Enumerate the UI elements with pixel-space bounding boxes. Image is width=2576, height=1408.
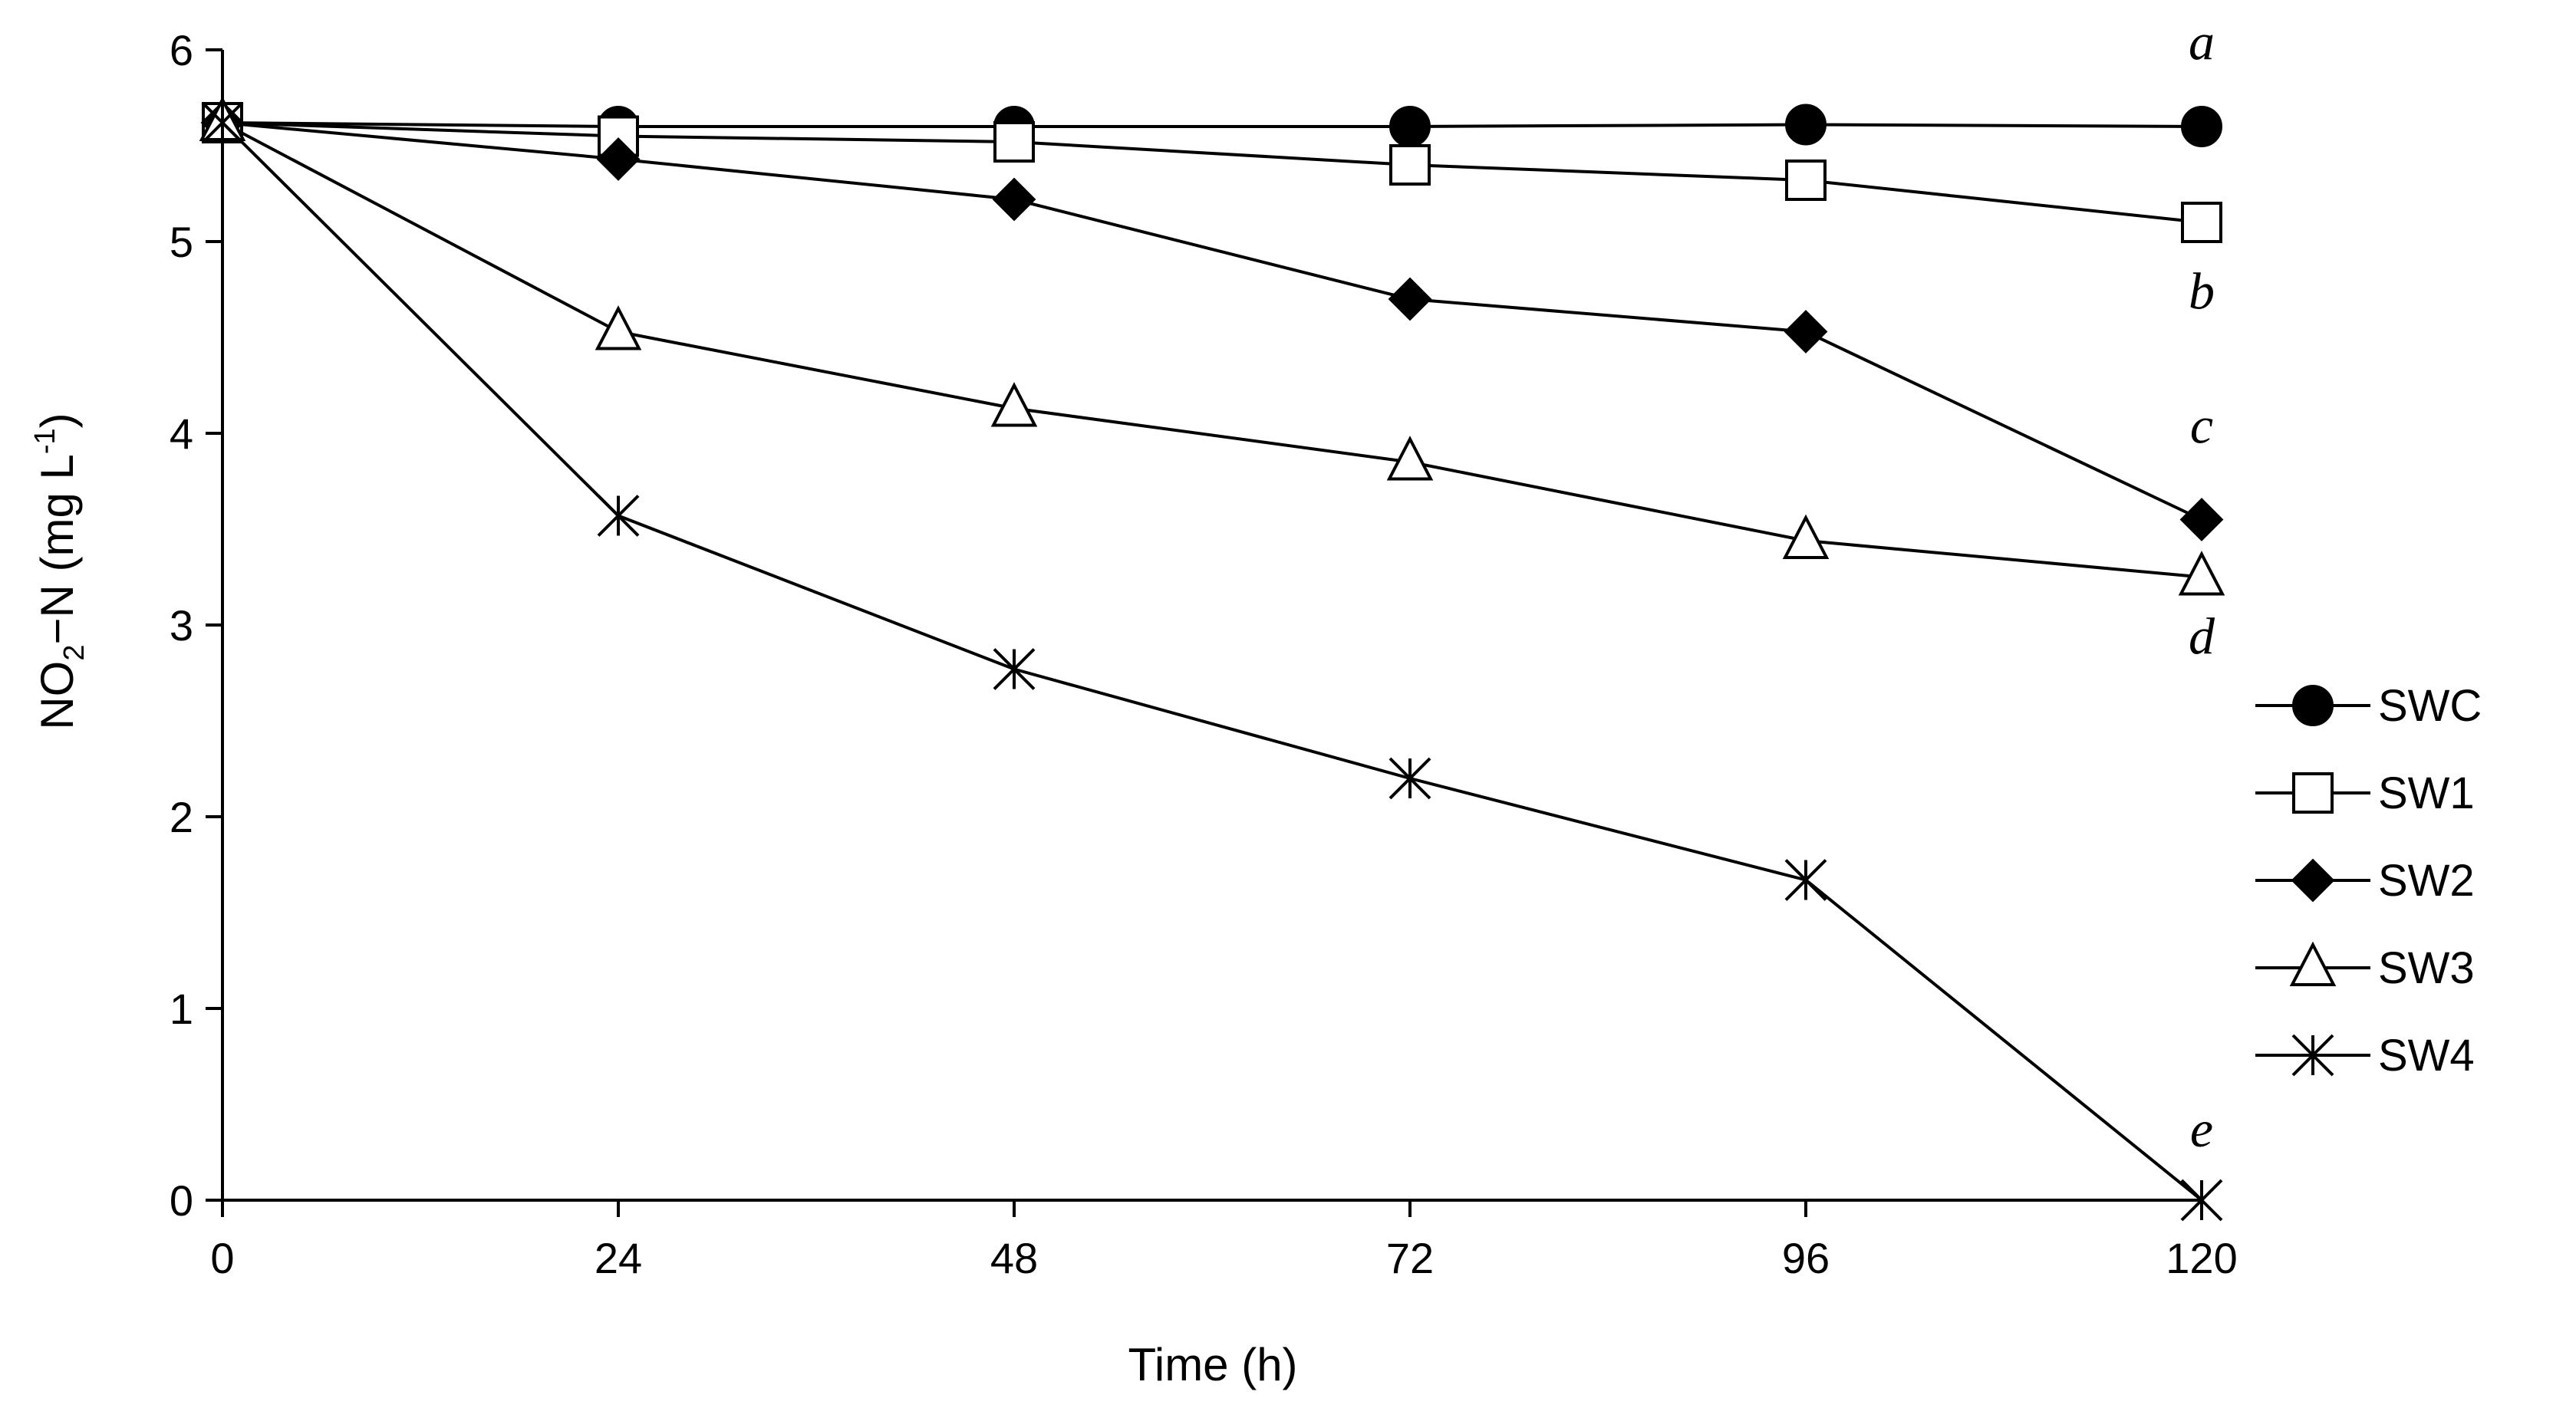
legend-label-sw4: SW4 bbox=[2378, 1031, 2475, 1081]
legend-item-swc: SWC bbox=[2255, 681, 2482, 731]
significance-letter: c bbox=[2190, 396, 2213, 455]
y-tick-label: 6 bbox=[170, 26, 193, 74]
significance-letter: b bbox=[2189, 262, 2215, 321]
axes: 0 1 2 3 4 5 6 0 24 48 72 96 120 bbox=[170, 26, 2238, 1282]
legend-label-sw2: SW2 bbox=[2378, 856, 2475, 906]
data-point-sw1 bbox=[2181, 202, 2222, 243]
data-point-swc bbox=[2181, 106, 2222, 147]
y-axis-title: NO2−N (mg L-1) bbox=[29, 413, 91, 729]
data-point-sw3 bbox=[2178, 551, 2225, 596]
series-line-sw2 bbox=[222, 121, 2202, 521]
data-point-sw4 bbox=[597, 495, 640, 537]
data-point-sw4 bbox=[2180, 1179, 2223, 1222]
series-layer bbox=[199, 96, 2225, 1222]
series-swc bbox=[202, 102, 2222, 147]
significance-letter: d bbox=[2189, 607, 2215, 666]
data-point-sw3 bbox=[990, 382, 1038, 427]
legend-item-sw4: SW4 bbox=[2255, 1031, 2475, 1081]
data-point-swc bbox=[1785, 104, 1827, 146]
x-tick-label: 120 bbox=[2166, 1234, 2237, 1282]
legend-item-sw1: SW1 bbox=[2255, 768, 2475, 818]
series-line-sw1 bbox=[222, 121, 2202, 224]
data-point-sw2 bbox=[596, 137, 641, 181]
series-sw3 bbox=[199, 96, 2225, 596]
data-point-sw2 bbox=[2179, 498, 2224, 541]
data-point-sw4 bbox=[201, 101, 244, 144]
series-line-sw3 bbox=[222, 121, 2202, 579]
y-title-sup: -1 bbox=[29, 428, 61, 454]
legend-item-sw2: SW2 bbox=[2255, 856, 2475, 906]
data-point-sw2 bbox=[992, 177, 1036, 222]
y-tick-label: 2 bbox=[170, 793, 193, 841]
legend-marker-sw1 bbox=[2292, 772, 2334, 814]
data-point-sw3 bbox=[595, 305, 642, 350]
data-point-sw4 bbox=[993, 648, 1036, 690]
data-point-sw3 bbox=[1386, 436, 1434, 481]
legend-marker-sw3 bbox=[2289, 941, 2337, 986]
y-title-sub: 2 bbox=[58, 645, 91, 661]
series-sw2 bbox=[200, 100, 2224, 541]
data-point-sw1 bbox=[1785, 160, 1827, 201]
data-point-sw2 bbox=[1388, 277, 1432, 321]
x-axis-title: Time (h) bbox=[1128, 1339, 1297, 1390]
significance-letter: a bbox=[2189, 13, 2215, 71]
series-sw4 bbox=[201, 101, 2223, 1222]
legend: SWC SW1 SW2 SW3 SW4 bbox=[2255, 681, 2482, 1081]
legend-marker-sw2 bbox=[2291, 858, 2335, 903]
legend-item-sw3: SW3 bbox=[2255, 941, 2475, 993]
legend-label-sw3: SW3 bbox=[2378, 943, 2475, 993]
y-title-end: ) bbox=[31, 413, 83, 428]
data-point-sw1 bbox=[1389, 144, 1431, 186]
y-tick-label: 4 bbox=[170, 410, 193, 458]
data-point-sw1 bbox=[993, 121, 1035, 163]
y-tick-label: 0 bbox=[170, 1176, 193, 1225]
legend-label-swc: SWC bbox=[2378, 681, 2482, 731]
annotation-layer: a b c d e bbox=[2189, 13, 2215, 1159]
series-sw1 bbox=[202, 102, 2222, 243]
data-point-sw3 bbox=[1782, 514, 1830, 559]
legend-marker-sw4 bbox=[2291, 1034, 2334, 1077]
y-title-base: NO bbox=[31, 661, 83, 730]
data-point-sw4 bbox=[1784, 859, 1827, 901]
data-point-sw4 bbox=[1388, 757, 1431, 800]
y-tick-label: 5 bbox=[170, 218, 193, 266]
series-line-swc bbox=[222, 121, 2202, 128]
data-point-swc bbox=[1389, 106, 1431, 147]
series-line-sw4 bbox=[221, 121, 2203, 1202]
y-title-mid: −N (mg L bbox=[31, 454, 83, 644]
x-tick-label: 48 bbox=[990, 1234, 1038, 1282]
x-tick-label: 0 bbox=[210, 1234, 234, 1282]
y-tick-label: 3 bbox=[170, 601, 193, 650]
y-tick-label: 1 bbox=[170, 985, 193, 1033]
significance-letter: e bbox=[2190, 1100, 2213, 1158]
x-tick-label: 96 bbox=[1782, 1234, 1830, 1282]
x-tick-label: 72 bbox=[1386, 1234, 1434, 1282]
x-tick-label: 24 bbox=[595, 1234, 642, 1282]
legend-label-sw1: SW1 bbox=[2378, 768, 2475, 818]
legend-marker-swc bbox=[2292, 685, 2334, 726]
data-point-sw2 bbox=[1784, 310, 1828, 354]
